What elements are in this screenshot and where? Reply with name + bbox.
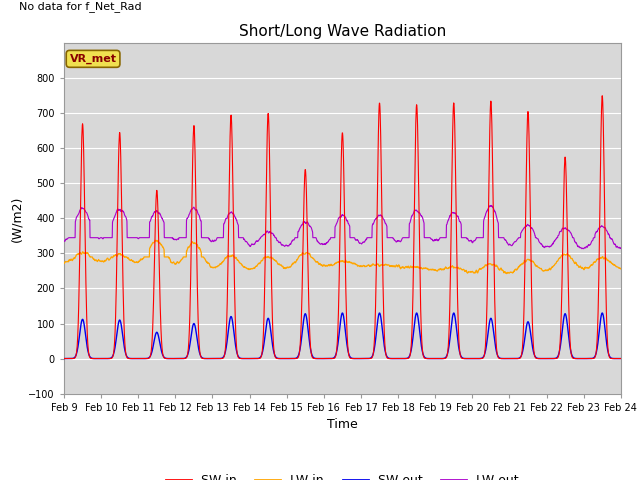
Text: VR_met: VR_met [70, 54, 116, 64]
Text: No data for f_Net_Rad: No data for f_Net_Rad [19, 1, 142, 12]
Title: Short/Long Wave Radiation: Short/Long Wave Radiation [239, 24, 446, 39]
Legend: SW in, LW in, SW out, LW out: SW in, LW in, SW out, LW out [161, 469, 524, 480]
Y-axis label: (W/m2): (W/m2) [10, 195, 23, 241]
X-axis label: Time: Time [327, 418, 358, 431]
